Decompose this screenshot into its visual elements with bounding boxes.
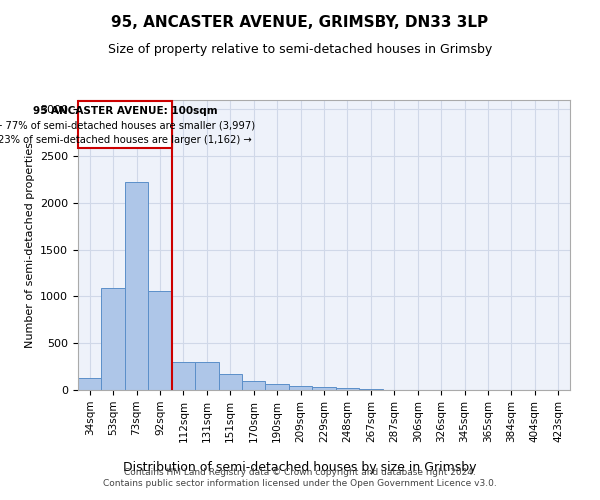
Bar <box>195 362 218 390</box>
Bar <box>289 386 312 390</box>
Bar <box>265 384 289 390</box>
Y-axis label: Number of semi-detached properties: Number of semi-detached properties <box>25 142 35 348</box>
Bar <box>78 378 101 390</box>
FancyBboxPatch shape <box>78 101 172 148</box>
Bar <box>148 291 172 390</box>
Bar <box>312 386 336 390</box>
Bar <box>242 381 265 390</box>
Text: 95, ANCASTER AVENUE, GRIMSBY, DN33 3LP: 95, ANCASTER AVENUE, GRIMSBY, DN33 3LP <box>112 15 488 30</box>
Bar <box>125 182 148 390</box>
Bar <box>218 374 242 390</box>
Text: Size of property relative to semi-detached houses in Grimsby: Size of property relative to semi-detach… <box>108 42 492 56</box>
Text: Contains HM Land Registry data © Crown copyright and database right 2024.
Contai: Contains HM Land Registry data © Crown c… <box>103 468 497 487</box>
Text: ← 77% of semi-detached houses are smaller (3,997): ← 77% of semi-detached houses are smalle… <box>0 120 256 130</box>
Text: Distribution of semi-detached houses by size in Grimsby: Distribution of semi-detached houses by … <box>123 461 477 474</box>
Bar <box>172 362 195 390</box>
Text: 95 ANCASTER AVENUE: 100sqm: 95 ANCASTER AVENUE: 100sqm <box>32 106 217 116</box>
Text: 23% of semi-detached houses are larger (1,162) →: 23% of semi-detached houses are larger (… <box>0 135 252 145</box>
Bar <box>336 388 359 390</box>
Bar <box>359 389 383 390</box>
Bar <box>101 288 125 390</box>
